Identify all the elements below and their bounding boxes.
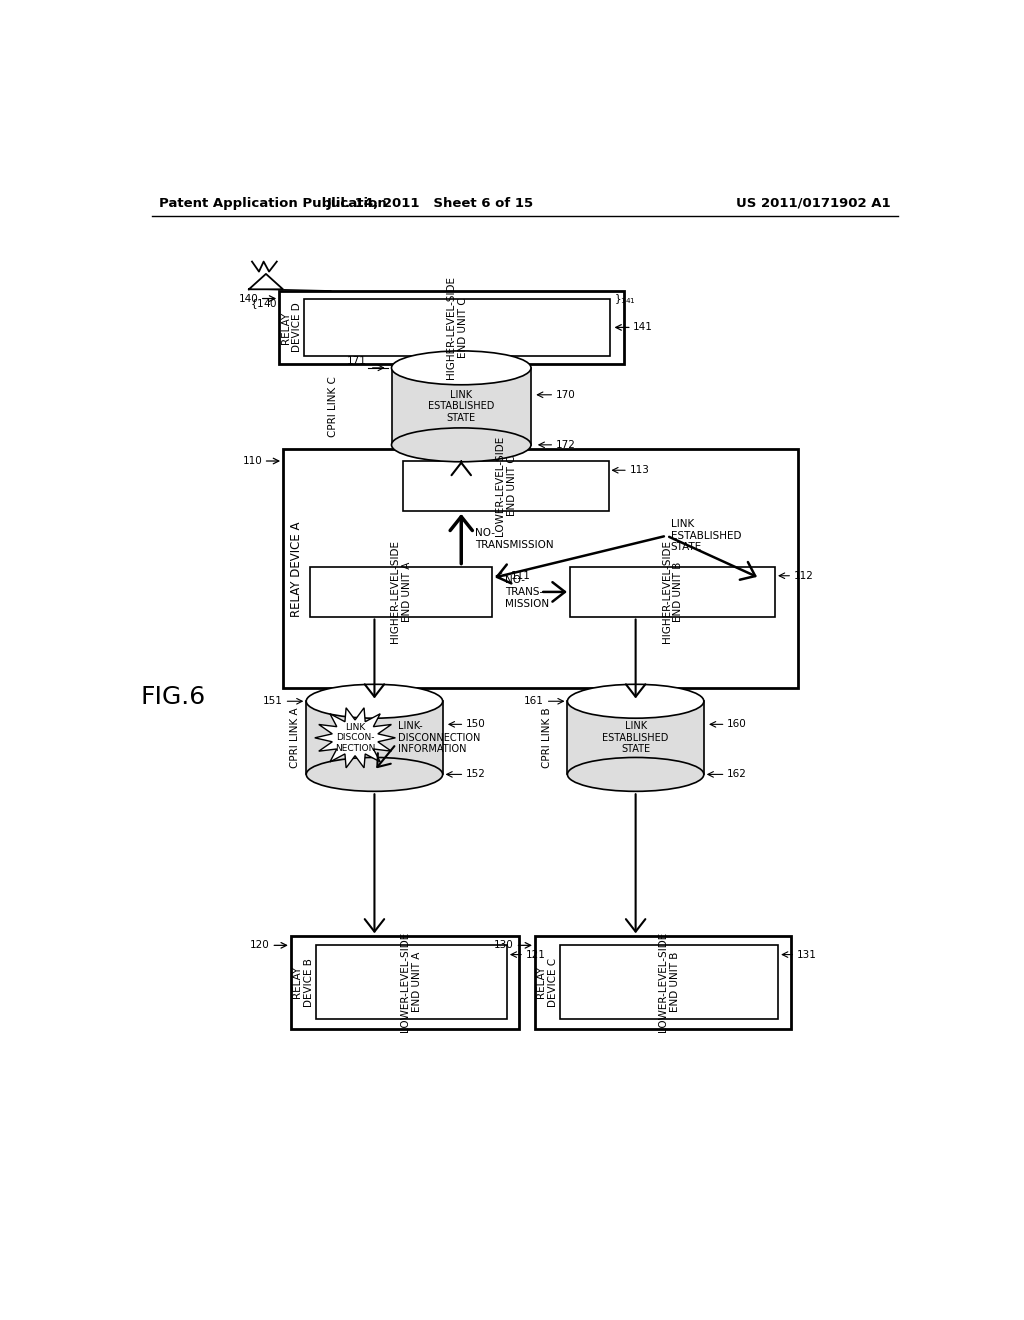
Bar [306,701,442,775]
Text: 140: 140 [239,293,258,304]
Text: 141: 141 [633,322,653,333]
Bar [569,566,775,616]
Text: 160: 160 [727,719,746,730]
Text: 110: 110 [243,455,262,466]
Text: NO-
TRANSMISSION: NO- TRANSMISSION [475,528,554,549]
Bar [403,461,608,511]
Text: 172: 172 [556,440,575,450]
Text: 152: 152 [466,770,485,779]
Text: RELAY
DEVICE C: RELAY DEVICE C [537,958,558,1007]
Text: RELAY DEVICE A: RELAY DEVICE A [290,521,303,616]
Text: 150: 150 [466,719,485,730]
Text: $\mathregular{\{}$140: $\mathregular{\{}$140 [250,297,278,310]
Ellipse shape [391,428,531,462]
Text: 171: 171 [347,356,367,367]
Text: HIGHER-LEVEL-SIDE
END UNIT C: HIGHER-LEVEL-SIDE END UNIT C [446,276,468,379]
Text: LINK
ESTABLISHED
STATE: LINK ESTABLISHED STATE [602,721,669,755]
Polygon shape [249,275,283,289]
Text: LINK
DISCON-
NECTION: LINK DISCON- NECTION [335,723,375,752]
Text: HIGHER-LEVEL-SIDE
END UNIT A: HIGHER-LEVEL-SIDE END UNIT A [390,540,412,643]
Text: 162: 162 [727,770,746,779]
Text: Jul. 14, 2011   Sheet 6 of 15: Jul. 14, 2011 Sheet 6 of 15 [327,197,534,210]
Text: 120: 120 [250,940,270,950]
Ellipse shape [391,351,531,385]
Ellipse shape [567,758,703,791]
Bar [560,945,778,1019]
Text: 112: 112 [794,570,814,581]
Text: 161: 161 [524,696,544,706]
Text: LOWER-LEVEL-SIDE
END UNIT A: LOWER-LEVEL-SIDE END UNIT A [400,932,422,1032]
Bar [310,566,493,616]
Text: CPRI LINK A: CPRI LINK A [290,708,300,768]
Ellipse shape [306,758,442,791]
Ellipse shape [306,684,442,718]
Bar [567,701,703,775]
Bar [315,945,507,1019]
Text: RELAY
DEVICE D: RELAY DEVICE D [281,302,302,352]
Text: NO-
TRANS-
MISSION: NO- TRANS- MISSION [506,576,550,609]
Bar [291,936,519,1028]
Text: LOWER-LEVEL-SIDE
END UNIT C: LOWER-LEVEL-SIDE END UNIT C [495,436,517,536]
Text: FIG.6: FIG.6 [140,685,206,709]
Text: 170: 170 [556,389,575,400]
Bar [280,290,624,364]
Bar [283,449,799,688]
Text: Patent Application Publication: Patent Application Publication [159,197,387,210]
Text: LINK
ESTABLISHED
STATE: LINK ESTABLISHED STATE [671,519,741,552]
Text: CPRI LINK B: CPRI LINK B [542,708,552,768]
Text: HIGHER-LEVEL-SIDE
END UNIT B: HIGHER-LEVEL-SIDE END UNIT B [662,540,683,643]
Text: US 2011/0171902 A1: US 2011/0171902 A1 [736,197,891,210]
Text: 121: 121 [525,949,546,960]
Polygon shape [314,708,395,768]
Ellipse shape [567,684,703,718]
Text: LINK-
DISCONNECTION
INFORMATION: LINK- DISCONNECTION INFORMATION [397,721,480,755]
Text: $\mathregular{\}_{141}}$: $\mathregular{\}_{141}}$ [614,293,636,306]
Text: 113: 113 [630,465,649,475]
Text: 111: 111 [511,570,530,581]
Text: RELAY
DEVICE B: RELAY DEVICE B [292,958,314,1007]
Text: 131: 131 [797,949,817,960]
Bar [391,368,531,445]
Text: 151: 151 [263,696,283,706]
Text: LOWER-LEVEL-SIDE
END UNIT B: LOWER-LEVEL-SIDE END UNIT B [658,932,680,1032]
Bar [304,298,610,356]
Text: 130: 130 [495,940,514,950]
Bar [535,936,791,1028]
Text: LINK
ESTABLISHED
STATE: LINK ESTABLISHED STATE [428,389,495,422]
Text: CPRI LINK C: CPRI LINK C [329,376,338,437]
